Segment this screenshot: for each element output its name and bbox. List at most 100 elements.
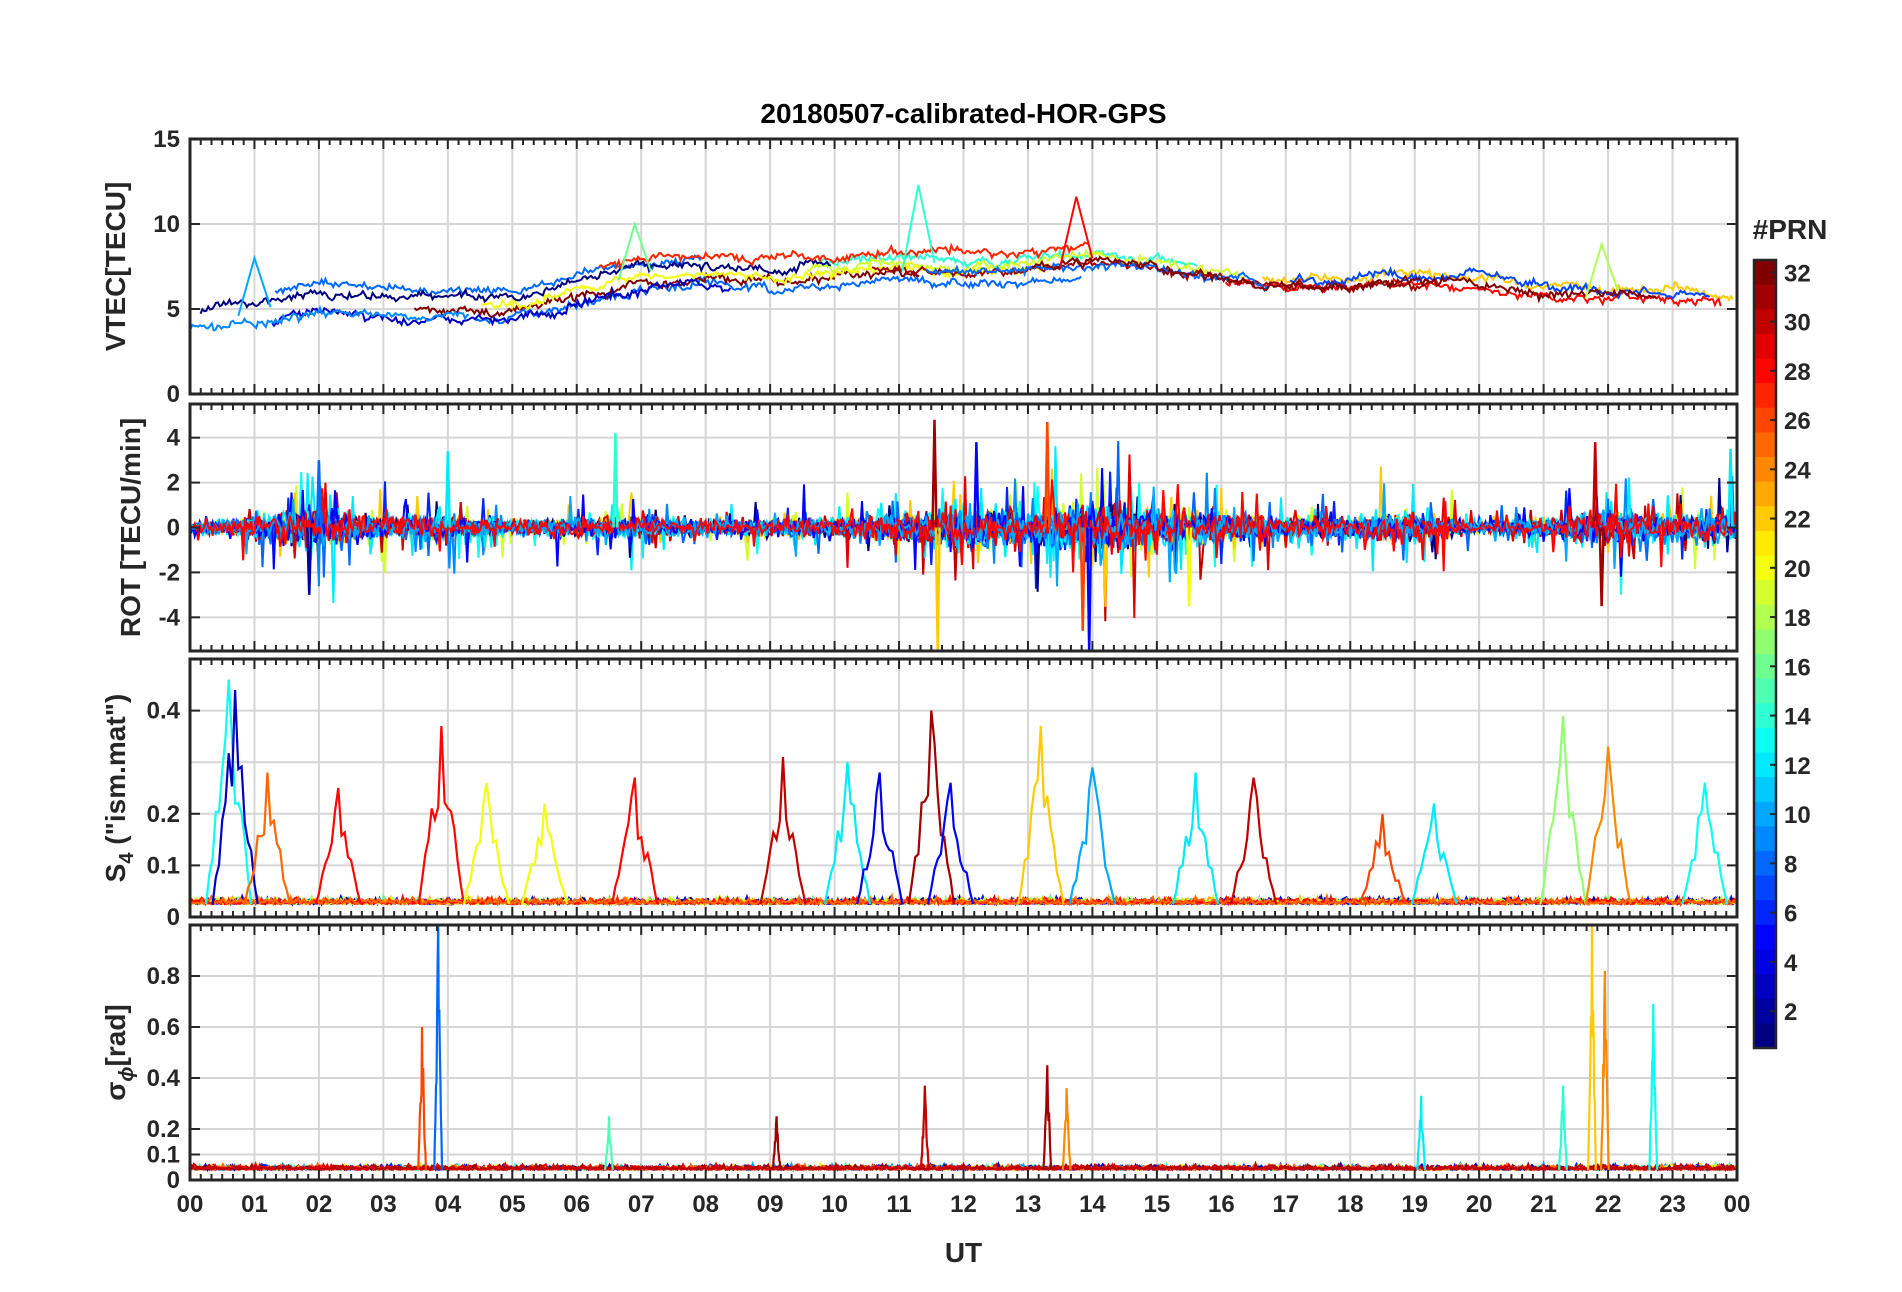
- vtec-line: [599, 241, 1089, 270]
- y-label-subscript: 4: [116, 852, 138, 864]
- gridlines: [190, 138, 1737, 395]
- colorbar-segment: [1754, 974, 1776, 1000]
- x-tick-label: 18: [1337, 1191, 1364, 1218]
- sigma_phi-peak: [1042, 1065, 1053, 1170]
- x-tick-label: 23: [1659, 1191, 1686, 1218]
- colorbar-segment: [1754, 506, 1776, 532]
- colorbar-segment: [1754, 629, 1776, 655]
- rot-spike: [1727, 448, 1734, 528]
- s4-base-line: [190, 892, 1736, 907]
- rot-spike: [1044, 421, 1051, 528]
- x-ticks: [189, 139, 1738, 394]
- colorbar-segment: [1754, 333, 1776, 360]
- colorbar-segment: [1754, 260, 1776, 286]
- colorbar-tick-label: 16: [1784, 654, 1811, 681]
- colorbar-segment: [1754, 752, 1776, 778]
- y-tick-label: -4: [159, 604, 181, 631]
- y-tick-label: 0: [167, 904, 180, 931]
- y-ticks: 00.10.2 0.4 0.6 0.8: [147, 963, 1737, 1194]
- colorbar-tick-label: 2: [1784, 999, 1797, 1026]
- colorbar-segment: [1754, 432, 1776, 458]
- x-ticks: [189, 659, 1738, 917]
- colorbar-tick-label: 30: [1784, 310, 1811, 337]
- x-tick-label: 22: [1595, 1191, 1622, 1218]
- sigma_phi-peak: [1599, 970, 1610, 1170]
- s4-peak: [520, 803, 569, 905]
- y-ticks: -4 -2 0 2 4: [159, 425, 1737, 631]
- y-tick-label: 0: [167, 1167, 180, 1194]
- s4-peak: [1171, 772, 1220, 905]
- colorbar-segment: [1754, 284, 1776, 310]
- colorbar-tick-label: 28: [1784, 359, 1811, 386]
- s4-peak: [1584, 746, 1632, 905]
- sigma_phi-peak: [919, 1085, 930, 1170]
- colorbar-segment: [1754, 801, 1776, 827]
- x-tick-label: 20: [1466, 1191, 1493, 1218]
- gridlines: [190, 925, 1737, 1180]
- x-tick-label: 01: [241, 1191, 268, 1218]
- colorbar-segment: [1754, 777, 1776, 803]
- data-layer: [190, 679, 1736, 908]
- s4-peak: [205, 679, 253, 905]
- y-tick-label: 0: [167, 381, 180, 408]
- colorbar-segment: [1754, 949, 1776, 975]
- y-label-rest: [rad]: [100, 1004, 131, 1066]
- rot-line: [190, 479, 1737, 573]
- vtec-line: [1224, 277, 1722, 308]
- vtec-peak: [617, 220, 652, 281]
- y-axis-label: VTEC[TECU]: [100, 182, 131, 352]
- s4-peak: [759, 756, 807, 905]
- x-tick-label: 05: [499, 1191, 526, 1218]
- y-tick-label: 0.8: [147, 963, 180, 990]
- colorbar-title: #PRN: [1753, 214, 1828, 245]
- colorbar-tick-label: 20: [1784, 556, 1811, 583]
- rot-spike: [1592, 442, 1599, 528]
- colorbar-segment: [1754, 703, 1776, 729]
- colorbar-segment: [1754, 851, 1776, 877]
- s4-peak: [462, 782, 511, 905]
- chart-title: 20180507-calibrated-HOR-GPS: [760, 98, 1166, 129]
- colorbar-segment: [1754, 924, 1776, 951]
- sigma_phi-peak: [604, 1116, 614, 1170]
- panel-sigma_phi: 00.10.2 0.4 0.6 0.8 σϕ[rad]: [100, 923, 1739, 1194]
- colorbar-tick-label: 8: [1784, 851, 1797, 878]
- y-tick-label: 0.2: [147, 801, 180, 828]
- x-tick-label: 17: [1272, 1191, 1299, 1218]
- y-ticks: 0 5 10 15: [153, 126, 1737, 408]
- x-axis-label: UT: [945, 1237, 982, 1268]
- s4-peak: [907, 710, 955, 905]
- rot-spike: [315, 460, 323, 528]
- rot-spike: [1086, 527, 1093, 651]
- vtec-line: [806, 248, 1245, 281]
- colorbar-segment: [1754, 407, 1776, 433]
- sigma_phi-peak: [433, 925, 444, 1170]
- vtec-line: [475, 274, 1082, 325]
- y-tick-label: 5: [167, 296, 180, 323]
- rot-spike: [306, 527, 313, 595]
- sigma_phi-peak: [1558, 1085, 1568, 1170]
- x-tick-label: 14: [1079, 1191, 1106, 1218]
- colorbar-frame: [1752, 258, 1778, 1050]
- x-tick-label: 13: [1015, 1191, 1042, 1218]
- x-tick-label: 10: [821, 1191, 848, 1218]
- colorbar-tick-label: 14: [1784, 704, 1811, 731]
- colorbar-segment: [1754, 358, 1776, 384]
- colorbar-tick-label: 26: [1784, 408, 1811, 435]
- x-tick-label: 06: [563, 1191, 590, 1218]
- s4-peak: [243, 772, 291, 905]
- y-tick-label: 10: [153, 211, 180, 238]
- y-tick-label: 2: [167, 470, 180, 497]
- colorbar-tick-label: 12: [1784, 753, 1811, 780]
- colorbar-segment: [1754, 309, 1776, 335]
- sigma_phi-base-line: [190, 1160, 1736, 1173]
- y-tick-label: -2: [159, 559, 180, 586]
- y-tick-label: 0: [167, 515, 180, 542]
- gridlines: [190, 659, 1737, 917]
- panel-s4: 0 0.1 0.2 0.4 S4 ("ism.mat"): [100, 657, 1739, 931]
- colorbar-segment: [1754, 580, 1776, 606]
- s4-peak: [1410, 803, 1458, 905]
- y-ticks: 0 0.1 0.2 0.4: [147, 698, 1737, 931]
- rot-spike: [973, 442, 980, 528]
